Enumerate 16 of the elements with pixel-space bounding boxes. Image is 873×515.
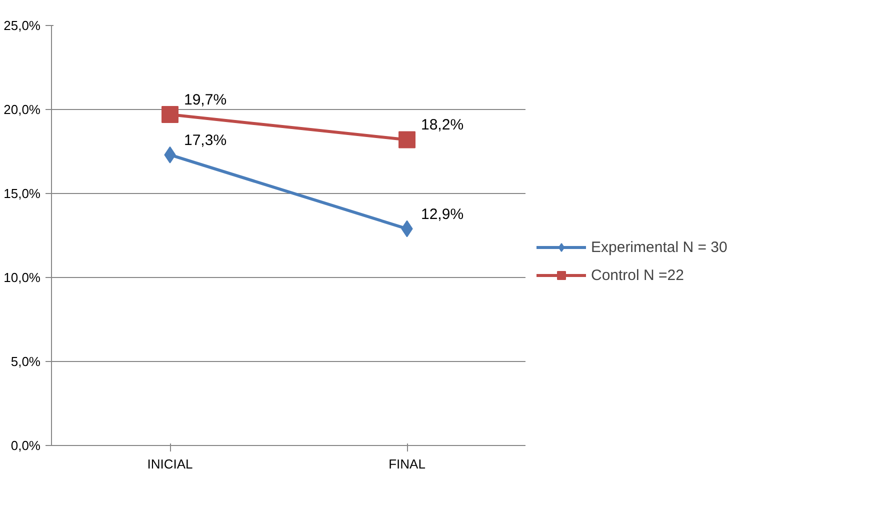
y-tick-label: 25,0% <box>4 18 41 33</box>
data-label: 17,3% <box>184 132 227 149</box>
y-tick-label: 0,0% <box>10 438 41 453</box>
legend-label: Control N =22 <box>591 266 684 284</box>
y-tick-label: 20,0% <box>4 102 41 117</box>
point <box>162 106 178 124</box>
x-tick-label: FINAL <box>388 456 426 472</box>
data-label: 12,9% <box>421 206 464 223</box>
point <box>398 131 416 148</box>
legend-label: Experimental N = 30 <box>591 238 728 256</box>
y-tick-label: 5,0% <box>10 354 41 369</box>
y-tick-label: 15,0% <box>4 186 41 201</box>
data-label: 18,2% <box>421 116 464 134</box>
x-tick-label: INICIAL <box>147 456 193 472</box>
y-tick-label: 10,0% <box>4 270 41 285</box>
data-label: 19,7% <box>184 92 227 109</box>
